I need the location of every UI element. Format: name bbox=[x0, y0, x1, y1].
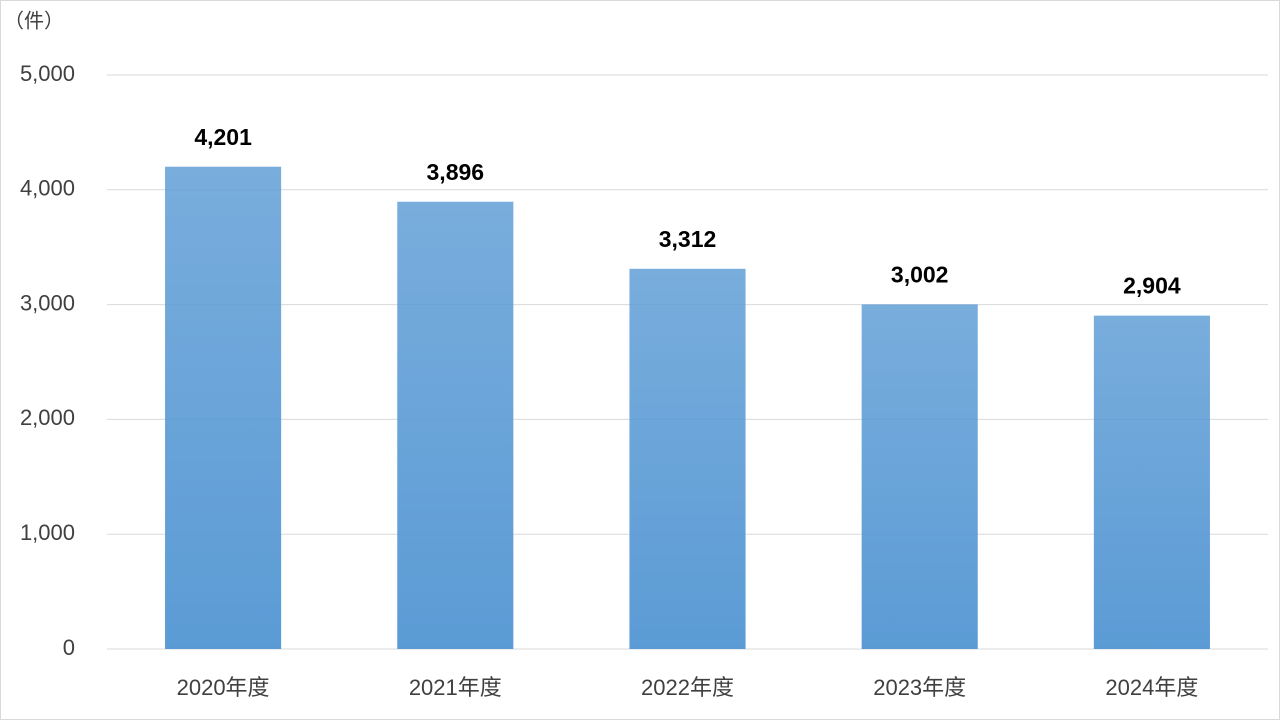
y-tick-label: 1,000 bbox=[20, 520, 75, 545]
bar bbox=[165, 166, 282, 649]
bar bbox=[629, 268, 746, 649]
bar bbox=[1093, 315, 1210, 649]
y-tick-label: 4,000 bbox=[20, 176, 75, 201]
value-label: 3,896 bbox=[427, 159, 485, 185]
value-label: 3,312 bbox=[659, 226, 717, 252]
x-tick-label: 2024年度 bbox=[1105, 675, 1198, 700]
bar bbox=[861, 304, 978, 649]
y-tick-label: 5,000 bbox=[20, 61, 75, 86]
x-tick-label: 2021年度 bbox=[409, 675, 502, 700]
bar bbox=[397, 201, 514, 649]
y-tick-label: 0 bbox=[63, 635, 75, 660]
value-label: 4,201 bbox=[194, 124, 252, 150]
y-tick-label: 3,000 bbox=[20, 290, 75, 315]
y-axis-unit: （件） bbox=[4, 9, 64, 32]
x-tick-label: 2022年度 bbox=[641, 675, 734, 700]
value-label: 2,904 bbox=[1123, 273, 1181, 299]
y-tick-label: 2,000 bbox=[20, 405, 75, 430]
x-tick-label: 2023年度 bbox=[873, 675, 966, 700]
x-tick-label: 2020年度 bbox=[177, 675, 270, 700]
value-label: 3,002 bbox=[891, 261, 949, 287]
